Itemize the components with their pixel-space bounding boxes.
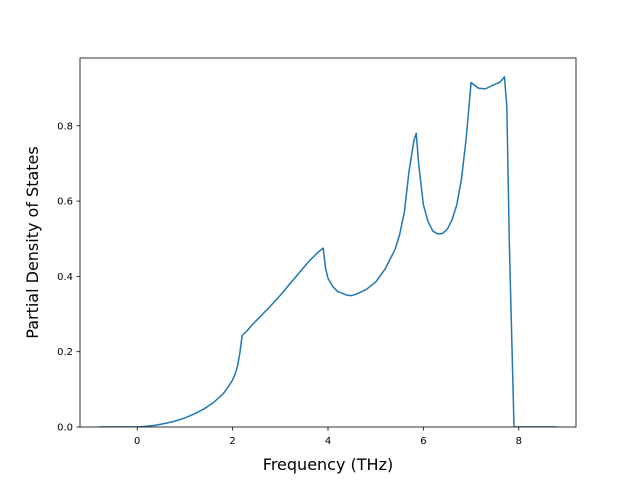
x-axis-ticks: 0 2 4 6 8 [134,427,522,447]
y-tick-label: 0.2 [57,347,73,358]
x-tick-label: 8 [516,436,522,447]
y-tick-label: 0.4 [57,272,73,283]
y-axis-label: Partial Density of States [23,146,42,338]
x-tick-label: 6 [420,436,426,447]
x-tick-label: 0 [134,436,140,447]
x-tick-label: 2 [229,436,235,447]
x-tick-label: 4 [325,436,331,447]
x-axis-label: Frequency (THz) [263,455,393,474]
plot-area [79,57,577,428]
y-tick-label: 0.8 [57,121,73,132]
axes-frame [79,57,577,428]
y-tick-label: 0.0 [57,423,73,434]
y-tick-label: 0.6 [57,197,73,208]
pdos-series-line-0 [99,76,557,427]
y-axis-ticks: 0.0 0.2 0.4 0.6 0.8 [57,121,80,434]
